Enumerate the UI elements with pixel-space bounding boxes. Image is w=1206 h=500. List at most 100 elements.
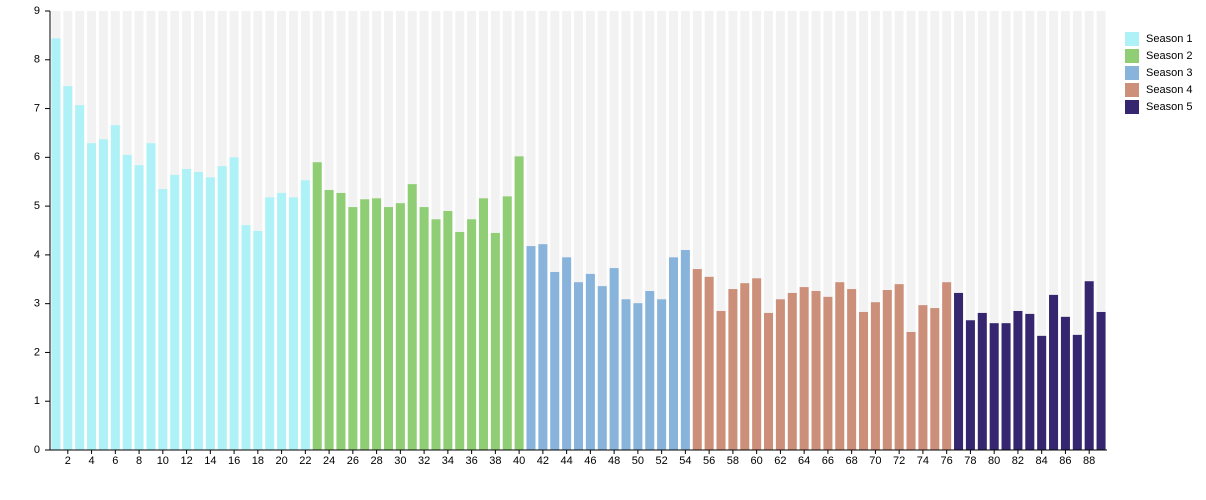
y-tick-label: 3 <box>34 298 40 310</box>
bar <box>1001 323 1011 450</box>
x-tick-label: 46 <box>584 455 596 467</box>
column-background <box>918 11 928 450</box>
column-background <box>835 11 845 450</box>
column-background <box>954 11 963 450</box>
column-background <box>490 11 500 450</box>
bar <box>1060 316 1070 450</box>
column-background <box>1013 11 1023 450</box>
column-background <box>859 11 868 450</box>
bar <box>1072 334 1082 450</box>
x-tick-label: 2 <box>65 455 71 467</box>
bar <box>977 312 987 450</box>
bar <box>573 282 584 450</box>
x-tick-label: 40 <box>513 455 525 467</box>
column-background <box>870 11 880 450</box>
x-tick-label: 34 <box>442 455 454 467</box>
column-background <box>526 11 536 450</box>
bar <box>360 199 370 450</box>
column-background <box>823 11 833 450</box>
bar <box>193 171 203 450</box>
x-tick-label: 26 <box>347 455 359 467</box>
bar <box>51 38 61 451</box>
x-tick-label: 16 <box>228 455 240 467</box>
x-tick-label: 36 <box>465 455 477 467</box>
bar <box>870 302 880 450</box>
bar <box>645 290 655 450</box>
bar <box>158 189 168 451</box>
bar <box>752 278 762 450</box>
bar <box>478 198 489 450</box>
column-background <box>574 11 583 450</box>
x-tick-label: 50 <box>632 455 644 467</box>
column-background <box>930 11 940 450</box>
column-background <box>847 11 857 450</box>
bar <box>680 250 690 450</box>
bar <box>253 230 263 450</box>
bar <box>1025 313 1035 450</box>
bar <box>526 246 536 450</box>
column-background <box>752 11 762 450</box>
y-tick-label: 8 <box>34 54 40 66</box>
x-tick-label: 18 <box>252 455 264 467</box>
bar <box>87 143 97 450</box>
legend-label: Season 3 <box>1146 67 1192 79</box>
x-tick-label: 64 <box>798 455 810 467</box>
bar <box>775 299 785 450</box>
column-background <box>1084 11 1094 450</box>
column-background <box>645 11 655 450</box>
bar <box>1084 281 1094 450</box>
bar <box>277 192 287 451</box>
column-background <box>609 11 619 450</box>
column-background <box>906 11 916 450</box>
bar <box>229 157 239 451</box>
column-background <box>989 11 999 450</box>
column-background <box>1049 11 1058 450</box>
bar <box>550 271 560 450</box>
column-background <box>538 11 548 450</box>
column-background <box>253 11 263 450</box>
bar <box>431 219 441 450</box>
bar <box>1049 294 1059 450</box>
x-tick-label: 4 <box>89 455 95 467</box>
x-tick-label: 58 <box>727 455 739 467</box>
bar <box>300 180 310 450</box>
column-background <box>657 11 667 450</box>
bar <box>740 283 750 450</box>
column-background <box>882 11 892 450</box>
bar <box>122 154 132 450</box>
y-tick-label: 2 <box>34 346 40 358</box>
bar <box>847 289 857 450</box>
bar <box>894 284 904 450</box>
y-tick-label: 5 <box>34 200 40 212</box>
bar <box>918 305 928 450</box>
bar <box>146 143 156 450</box>
bar <box>954 292 964 450</box>
bar <box>383 207 393 450</box>
legend-label: Season 4 <box>1146 84 1192 96</box>
x-tick-label: 76 <box>941 455 953 467</box>
legend-swatch <box>1125 32 1139 46</box>
column-background <box>716 11 726 450</box>
x-tick-label: 28 <box>370 455 382 467</box>
bar <box>906 331 916 450</box>
bar <box>288 197 298 450</box>
x-tick-label: 66 <box>822 455 834 467</box>
x-tick-label: 30 <box>394 455 406 467</box>
legend-swatch <box>1125 49 1139 63</box>
x-tick-label: 74 <box>917 455 929 467</box>
x-tick-label: 56 <box>703 455 715 467</box>
x-tick-label: 60 <box>751 455 763 467</box>
x-tick-label: 82 <box>1012 455 1024 467</box>
bar <box>455 231 465 450</box>
column-background <box>550 11 560 450</box>
x-tick-label: 54 <box>679 455 691 467</box>
bar <box>609 268 619 450</box>
bar <box>170 174 180 451</box>
bar <box>597 286 607 450</box>
bar <box>668 257 679 450</box>
column-background <box>1072 11 1082 450</box>
column-background <box>455 11 465 450</box>
bar <box>787 292 797 450</box>
x-tick-label: 88 <box>1083 455 1095 467</box>
